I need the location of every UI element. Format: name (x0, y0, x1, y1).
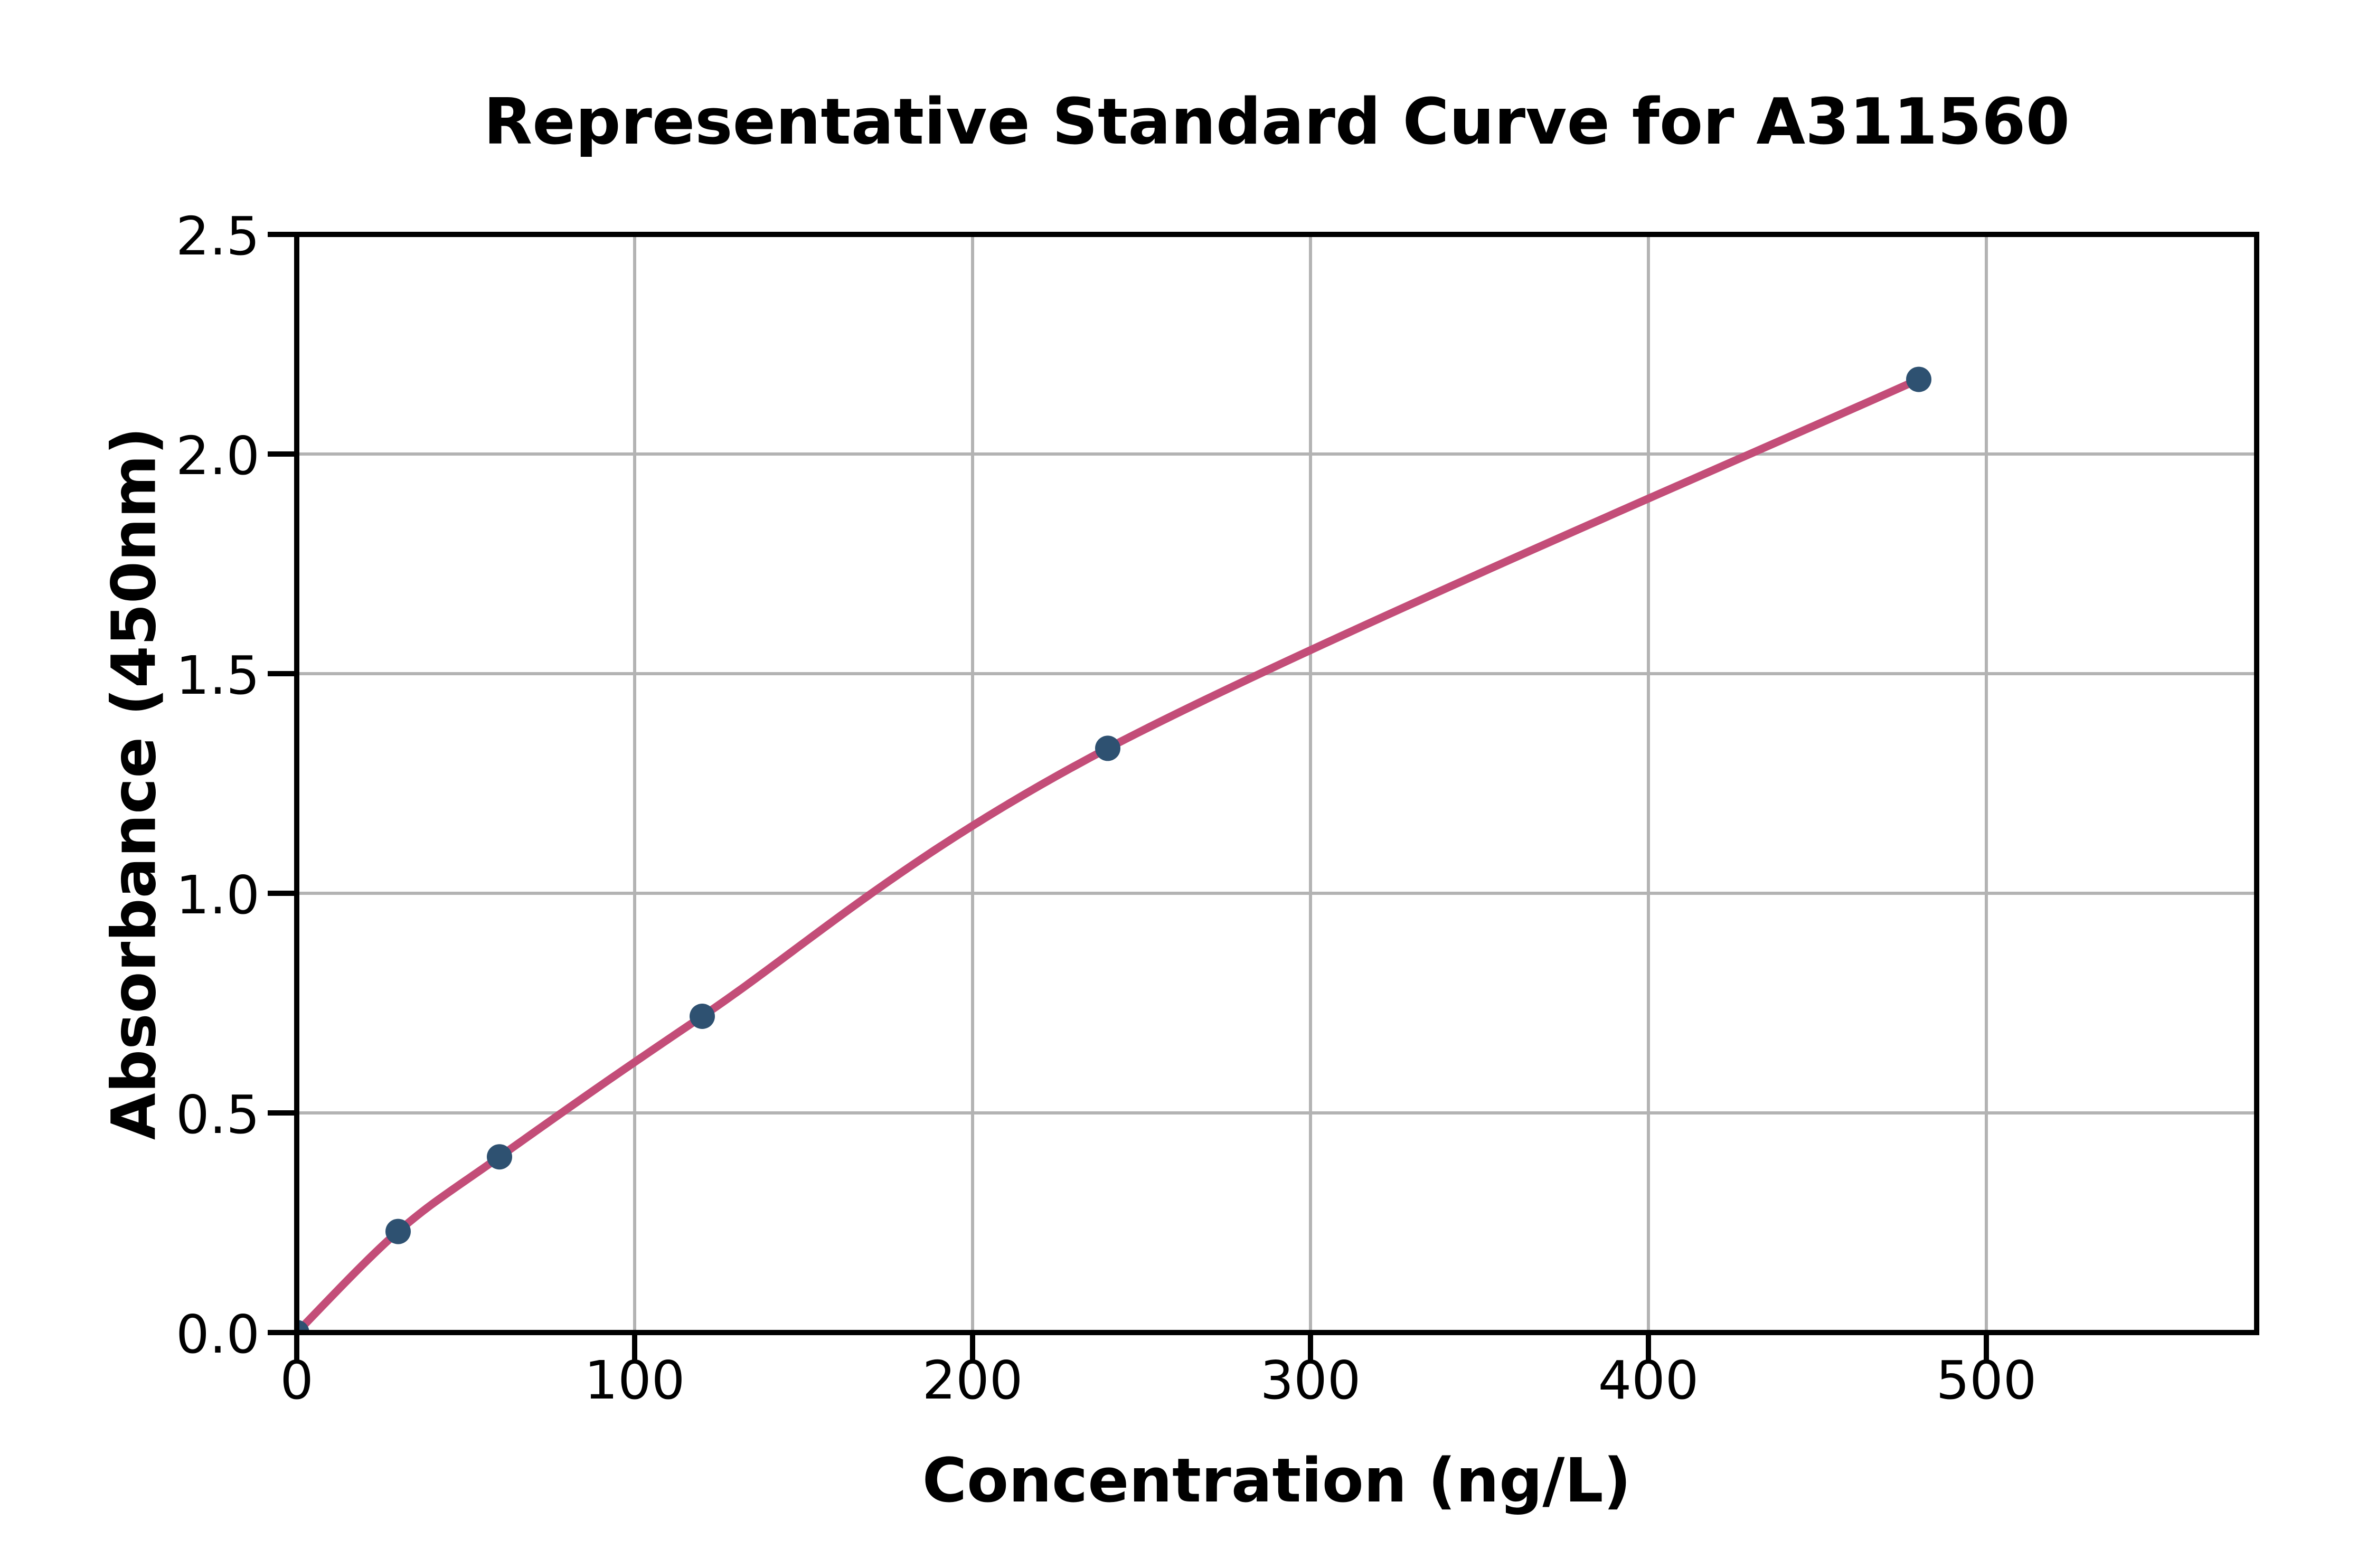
data-point (487, 1144, 512, 1170)
y-tick-label: 2.0 (176, 425, 260, 487)
chart-title: Representative Standard Curve for A31156… (483, 86, 2070, 159)
y-tick-label: 0.5 (176, 1084, 260, 1146)
x-tick-label: 200 (922, 1349, 1023, 1411)
axes-spines (294, 232, 2259, 1335)
data-point (690, 1004, 715, 1029)
x-tick-label: 300 (1260, 1349, 1361, 1411)
x-tick-label: 100 (584, 1349, 685, 1411)
data-point (385, 1218, 411, 1244)
x-tick-label: 500 (1936, 1349, 2037, 1411)
fitted-curve (297, 375, 1921, 1333)
y-tick-label: 1.0 (176, 864, 260, 926)
x-tick-label: 0 (280, 1349, 314, 1411)
y-tick-label: 2.5 (176, 205, 260, 267)
x-axis-label: Concentration (ng/L) (922, 1446, 1632, 1516)
data-point (1095, 735, 1120, 761)
data-point (1906, 366, 1931, 392)
y-axis-label: Absorbance (450nm) (99, 427, 170, 1140)
x-tick-label: 400 (1598, 1349, 1699, 1411)
y-tick-label: 0.0 (176, 1303, 260, 1365)
y-tick-label: 1.5 (176, 645, 260, 706)
data-point (297, 1320, 309, 1333)
